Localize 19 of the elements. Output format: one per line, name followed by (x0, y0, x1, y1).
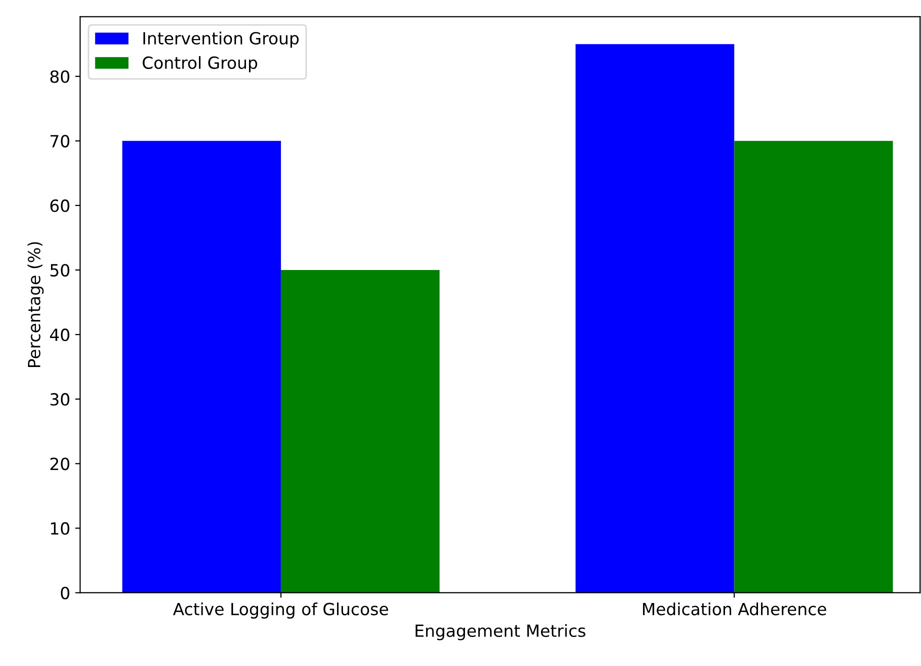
bar (280, 270, 440, 593)
x-tick-label: Active Logging of Glucose (173, 602, 388, 619)
x-tick-label: Medication Adherence (643, 602, 826, 616)
y-tick-label: 80 (50, 70, 70, 83)
legend-label: Intervention Group (143, 32, 299, 48)
legend-label: Control Group (142, 56, 258, 72)
y-tick-label: 20 (50, 458, 70, 470)
y-tick-label: 30 (50, 393, 70, 406)
x-axis-title: Engagement Metrics (416, 624, 586, 640)
y-tick-label: 0 (60, 586, 70, 600)
y-tick-label: 60 (50, 199, 70, 212)
bar (576, 44, 734, 593)
y-tick-label: 10 (51, 522, 70, 535)
y-axis-title: Percentage (%) (28, 242, 44, 367)
y-tick-label: 70 (50, 134, 70, 148)
bar (122, 140, 281, 593)
y-tick-label: 40 (50, 328, 70, 342)
y-tick-label: 50 (50, 264, 70, 277)
bar (734, 140, 893, 593)
